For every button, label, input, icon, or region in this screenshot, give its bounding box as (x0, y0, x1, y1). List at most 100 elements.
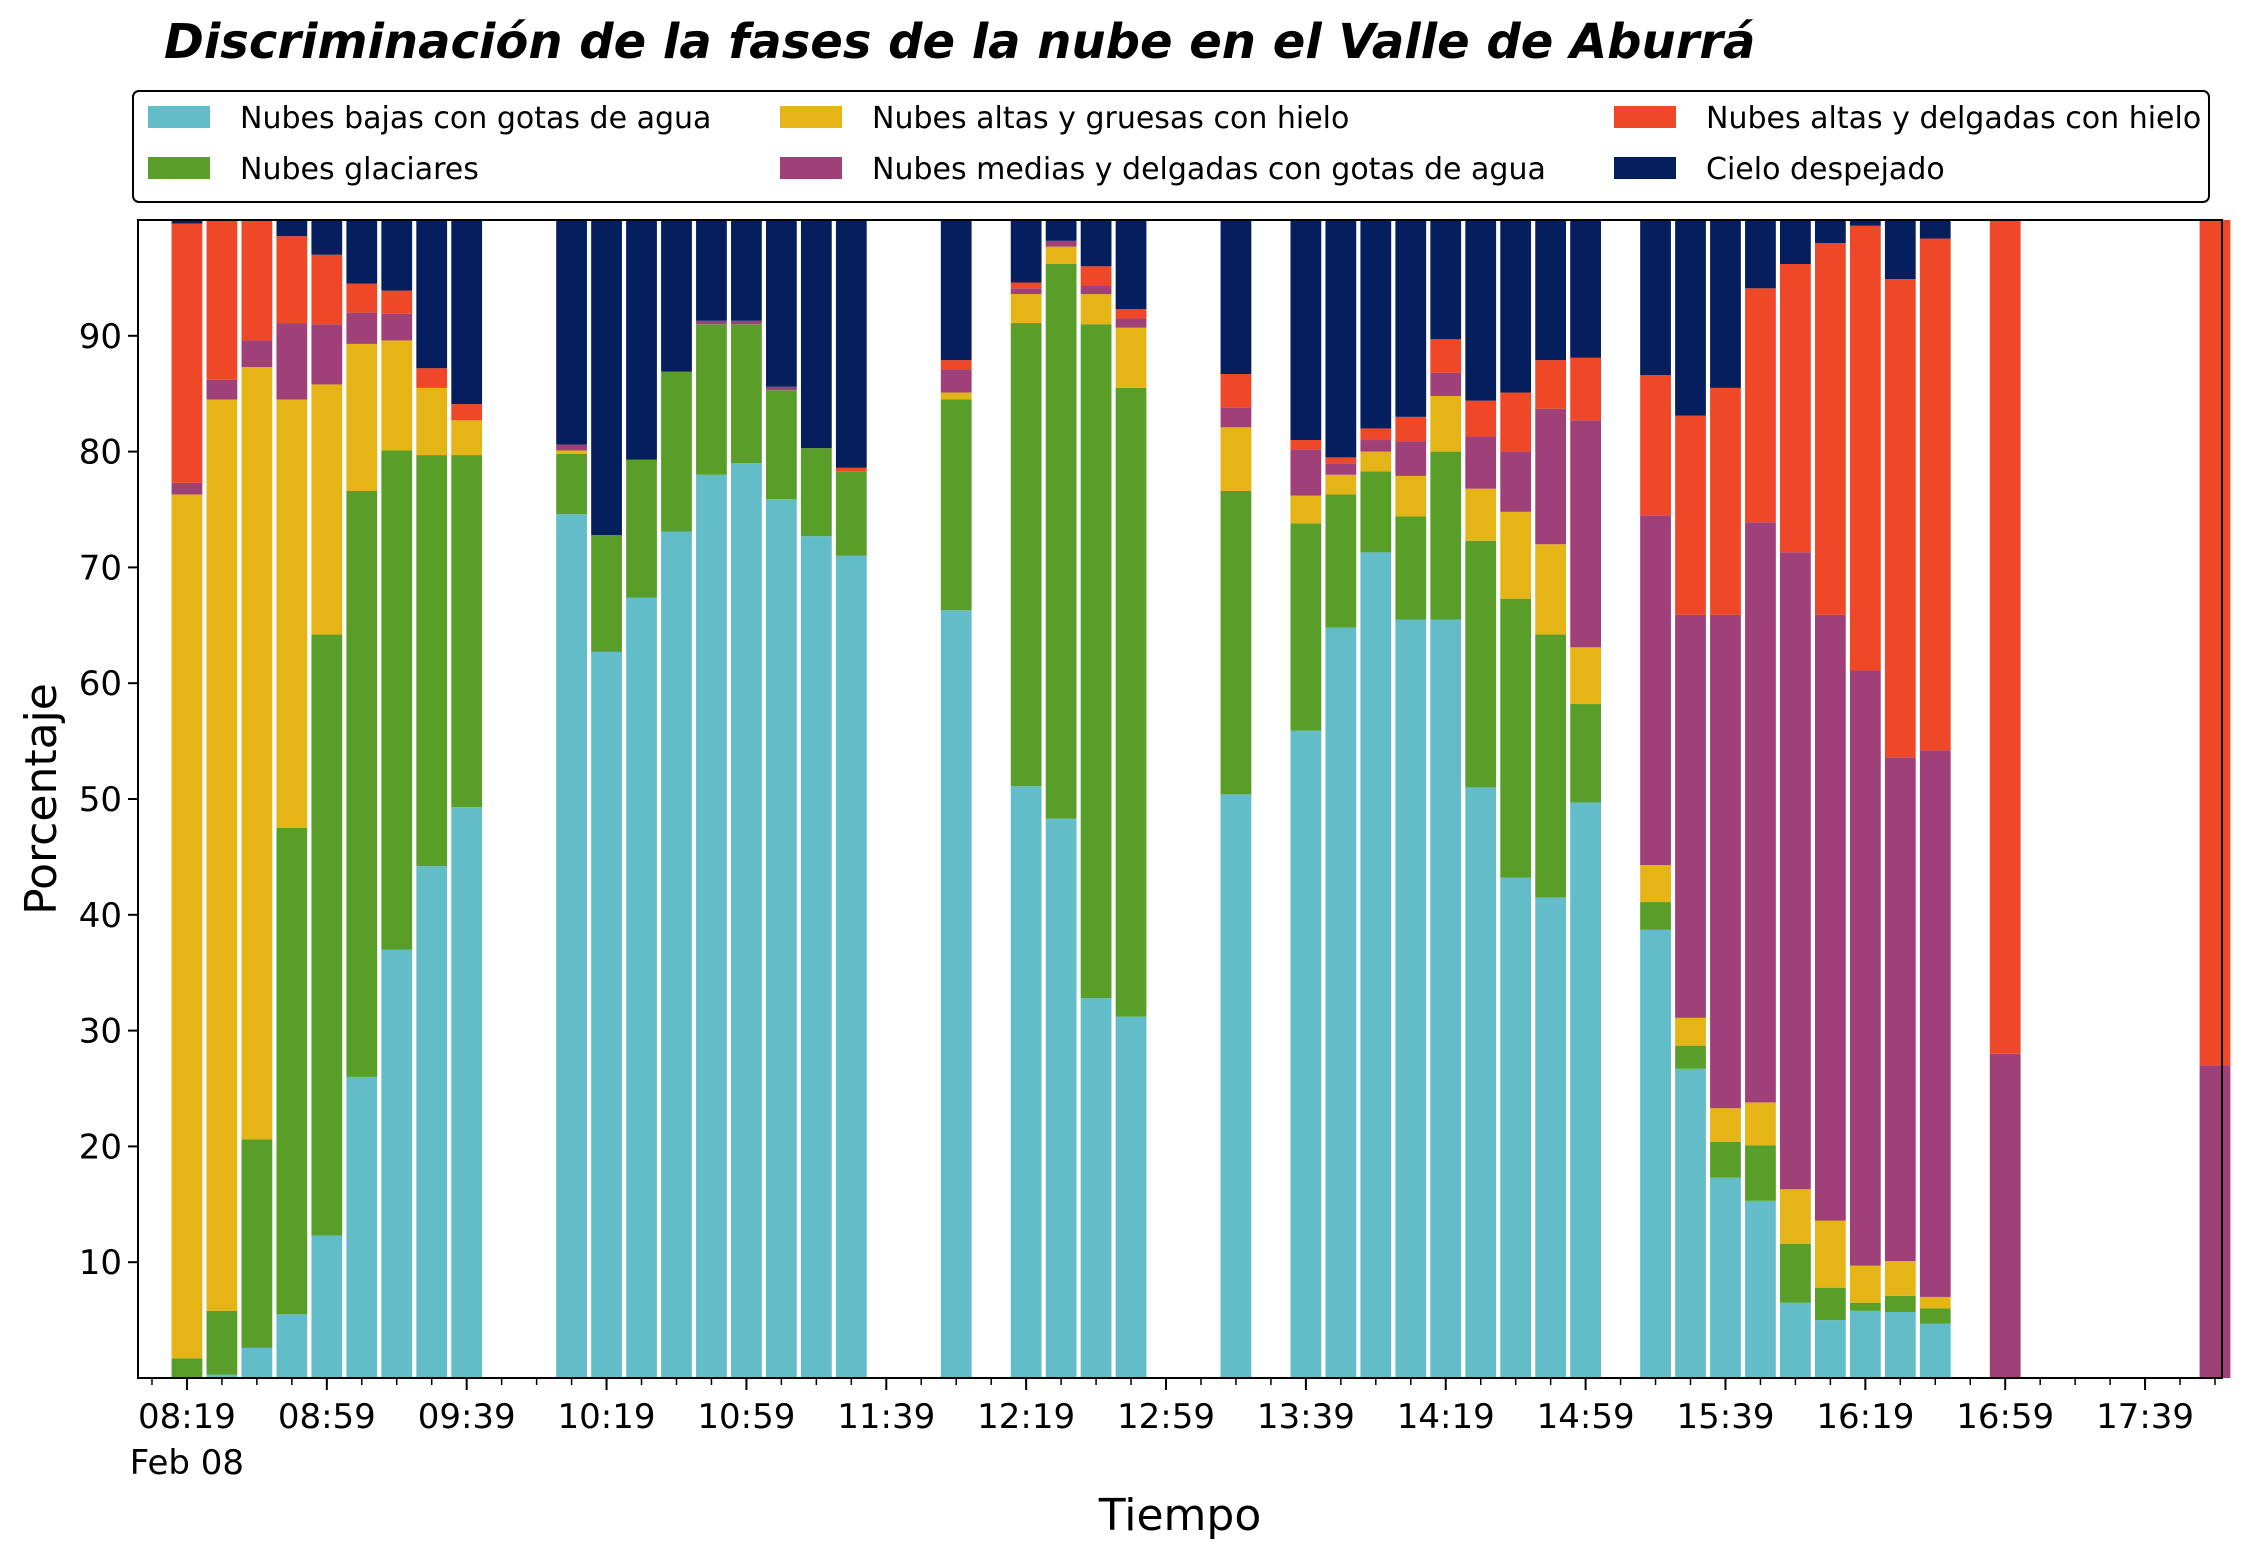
bar-segment-2 (241, 367, 273, 1140)
bar-segment-1 (696, 324, 727, 475)
bar-segment-2 (311, 384, 343, 635)
bar-segment-0 (1535, 897, 1567, 1378)
bar-segment-5 (1220, 220, 1252, 375)
legend-label: Nubes altas y gruesas con hielo (872, 101, 1349, 136)
bar-segment-5 (1814, 220, 1846, 244)
bar-segment-4 (451, 404, 483, 421)
bar-segment-5 (1919, 220, 1951, 239)
bar-segment-0 (940, 610, 972, 1378)
bar-segment-1 (1780, 1243, 1811, 1303)
bar-segment-3 (766, 386, 797, 391)
bar-segment-1 (1535, 634, 1567, 898)
bar-segment-2 (1745, 1102, 1776, 1146)
bar-segment-1 (1675, 1045, 1706, 1069)
bar-segment-0 (556, 514, 587, 1378)
bar-segment-3 (1500, 451, 1532, 512)
bar-segment-0 (276, 1314, 308, 1378)
bar-segment-5 (1745, 220, 1776, 289)
x-tick-label: 17:39 (2096, 1397, 2194, 1437)
bar-segment-1 (661, 371, 692, 532)
bar-1549 (1745, 220, 1776, 1378)
bar-segment-0 (1780, 1302, 1811, 1378)
bar-segment-2 (940, 392, 972, 400)
bar-segment-0 (416, 866, 448, 1378)
bar-segment-5 (835, 220, 867, 468)
chart-title: Discriminación de la fases de la nube en… (164, 14, 1755, 70)
x-tick-label: 16:59 (1956, 1397, 2054, 1437)
bar-segment-2 (416, 387, 448, 456)
bar-segment-1 (416, 455, 448, 867)
bar-1409 (1395, 220, 1427, 1378)
bar-1539 (1710, 220, 1741, 1378)
legend-item-3: Nubes medias y delgadas con gotas de agu… (780, 152, 1546, 187)
bar-segment-5 (731, 220, 762, 321)
bar-segment-4 (1849, 225, 1881, 671)
bar-segment-3 (276, 323, 308, 400)
bar-segment-5 (276, 220, 308, 237)
bar-segment-1 (1919, 1308, 1951, 1324)
bar-segment-2 (451, 420, 483, 456)
bar-segment-0 (311, 1235, 343, 1378)
bar-segment-1 (1570, 704, 1601, 803)
bar-segment-5 (1010, 220, 1042, 283)
bar-segment-3 (940, 369, 972, 393)
y-tick-label: 10 (79, 1243, 122, 1283)
bar-segment-5 (1535, 220, 1567, 361)
bar-segment-3 (206, 379, 238, 400)
bar-segment-1 (626, 459, 657, 598)
bar-segment-1 (381, 450, 413, 950)
y-axis-label: Porcentaje (16, 683, 67, 915)
legend-item-2: Nubes altas y gruesas con hielo (780, 101, 1349, 136)
legend-item-0: Nubes bajas con gotas de agua (148, 101, 711, 136)
y-tick-label: 70 (79, 548, 122, 588)
bar-segment-4 (1989, 220, 2021, 1054)
bar-segment-1 (940, 399, 972, 611)
bar-segment-1 (451, 455, 483, 808)
bar-segment-2 (1430, 396, 1462, 452)
bar-1619 (1849, 220, 1881, 1378)
bar-segment-3 (1849, 670, 1881, 1266)
bar-segment-1 (766, 390, 797, 500)
bar-segment-3 (1325, 463, 1357, 475)
bar-segment-4 (1115, 309, 1147, 319)
x-tick-label: 10:59 (697, 1397, 795, 1437)
bar-segment-3 (1290, 449, 1322, 496)
bar-1239 (1080, 220, 1112, 1378)
bar-segment-3 (1989, 1053, 2021, 1378)
bar-1039 (661, 220, 692, 1378)
bar-1419 (1430, 220, 1462, 1378)
bar-segment-1 (1080, 324, 1112, 999)
bar-1059 (731, 220, 762, 1378)
x-tick-label: 09:39 (418, 1397, 516, 1437)
bar-segment-0 (1919, 1323, 1951, 1378)
bar-segment-0 (1710, 1177, 1741, 1378)
bar-segment-1 (1115, 387, 1147, 1017)
bar-segment-0 (1814, 1320, 1846, 1378)
bar-segment-2 (1115, 327, 1147, 388)
bar-segment-0 (451, 807, 483, 1378)
bar-0919 (381, 220, 413, 1378)
bar-segment-0 (1745, 1200, 1776, 1378)
bar-segment-5 (696, 220, 727, 321)
bar-segment-2 (1220, 427, 1252, 491)
bar-segment-0 (1010, 786, 1042, 1378)
bar-segment-0 (1430, 619, 1462, 1378)
bar-segment-1 (206, 1310, 238, 1375)
bar-segment-1 (1500, 598, 1532, 878)
bar-segment-0 (1849, 1310, 1881, 1378)
x-tick-label: 08:59 (278, 1397, 376, 1437)
bar-segment-2 (1465, 488, 1497, 541)
bar-segment-0 (1080, 998, 1112, 1378)
bar-segment-5 (1465, 220, 1497, 401)
bar-segment-1 (1430, 451, 1462, 620)
bar-segment-4 (940, 360, 972, 370)
bar-0849 (276, 220, 308, 1378)
bar-1439 (1500, 220, 1532, 1378)
bar-segment-0 (1570, 802, 1601, 1378)
bar-segment-3 (1780, 552, 1811, 1190)
y-tick-label: 40 (79, 896, 122, 936)
bar-1049 (696, 220, 727, 1378)
bar-segment-3 (1220, 407, 1252, 428)
bar-segment-2 (1884, 1261, 1916, 1296)
